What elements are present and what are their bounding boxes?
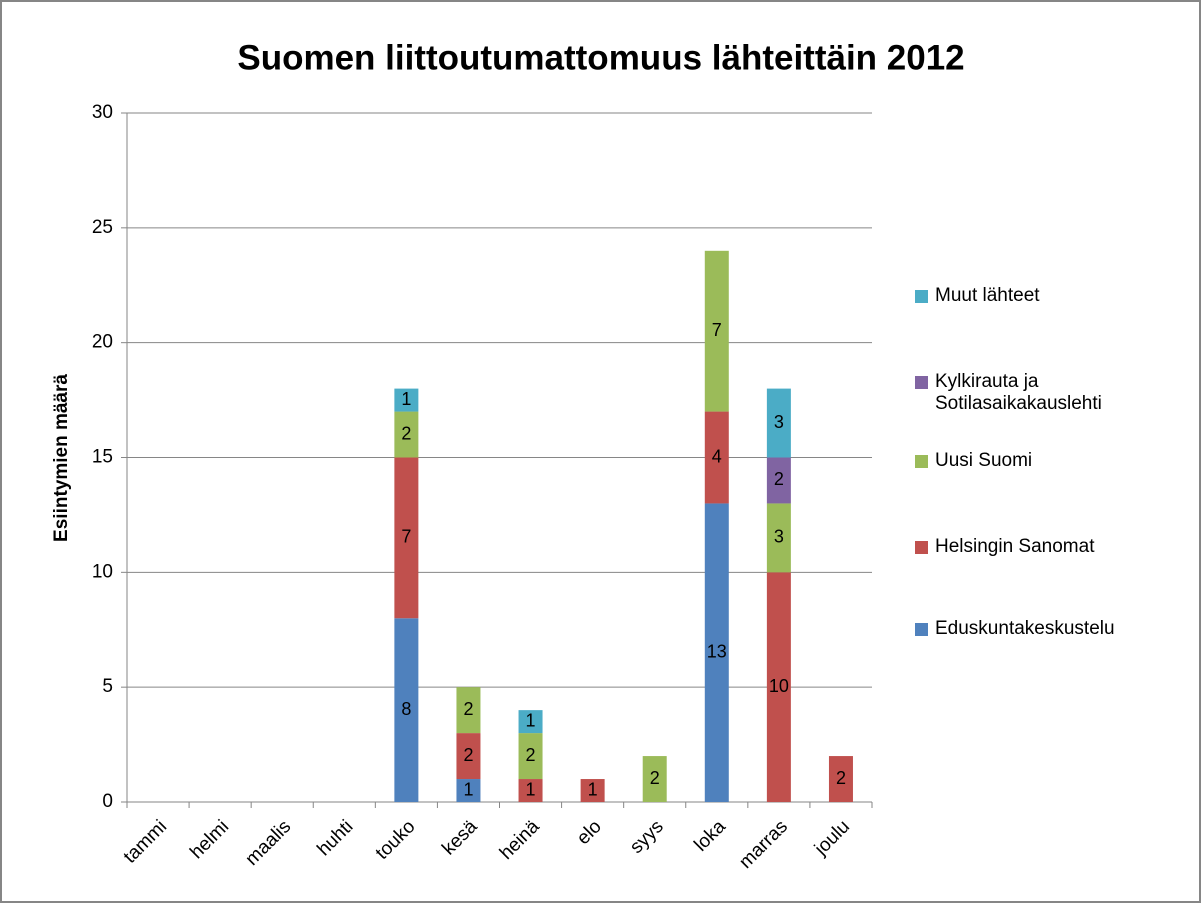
y-tick-label: 0 <box>102 791 113 812</box>
legend-item: Eduskuntakeskustelu <box>915 618 1155 640</box>
data-label: 13 <box>707 641 727 661</box>
bar-segment <box>704 411 729 504</box>
data-label: 2 <box>650 768 660 788</box>
bar-segment <box>580 779 605 802</box>
bar-segment <box>518 710 543 734</box>
bar-segment <box>456 687 481 734</box>
legend-label: Muut lähteet <box>935 285 1040 306</box>
bar-segment <box>394 618 419 802</box>
data-label: 7 <box>401 527 411 547</box>
bar-segment <box>456 779 481 802</box>
legend-item: Muut lähteet <box>915 285 1155 307</box>
data-label: 1 <box>526 710 536 730</box>
legend-label: Kylkirauta ja Sotilasaikakauslehti <box>935 371 1102 414</box>
bar-segment <box>518 779 543 802</box>
data-label: 2 <box>836 768 846 788</box>
data-label: 4 <box>712 446 722 466</box>
data-label: 2 <box>526 745 536 765</box>
legend-swatch <box>915 290 928 303</box>
y-tick-label: 10 <box>92 561 113 582</box>
data-label: 7 <box>712 320 722 340</box>
y-axis-label: Esiintymien määrä <box>51 374 72 542</box>
data-label: 1 <box>588 779 598 799</box>
data-label: 1 <box>526 779 536 799</box>
chart-title: Suomen liittoutumattomuus lähteittäin 20… <box>237 38 964 77</box>
legend-label: Eduskuntakeskustelu <box>935 618 1115 639</box>
y-tick-label: 25 <box>92 217 113 238</box>
y-tick-label: 20 <box>92 332 113 353</box>
legend-item: Uusi Suomi <box>915 450 1155 472</box>
legend-item: Kylkirauta ja Sotilasaikakauslehti <box>915 371 1155 415</box>
data-label: 1 <box>463 779 473 799</box>
legend-label: Helsingin Sanomat <box>935 536 1095 557</box>
bar-segment <box>828 756 853 802</box>
data-label: 10 <box>769 676 789 696</box>
data-label: 2 <box>463 745 473 765</box>
legend-label: Uusi Suomi <box>935 450 1033 471</box>
bar-segment <box>766 572 791 802</box>
bar-segment <box>518 733 543 780</box>
legend-swatch <box>915 541 928 554</box>
y-tick-label: 15 <box>92 447 113 468</box>
legend-swatch <box>915 376 928 389</box>
bar-segment <box>704 503 729 802</box>
data-label: 1 <box>401 389 411 409</box>
legend-item: Helsingin Sanomat <box>915 536 1155 558</box>
data-label: 2 <box>774 469 784 489</box>
bar-segment <box>766 388 791 458</box>
data-label: 2 <box>401 423 411 443</box>
data-label: 8 <box>401 699 411 719</box>
y-tick-label: 5 <box>102 676 113 697</box>
bar-segment <box>704 250 729 412</box>
data-label: 3 <box>774 412 784 432</box>
bar-segment <box>766 503 791 573</box>
bar-segment <box>766 457 791 504</box>
y-tick-label: 30 <box>92 102 113 123</box>
data-label: 3 <box>774 527 784 547</box>
bar-segment <box>394 457 419 619</box>
bar-segment <box>456 733 481 780</box>
legend-swatch <box>915 455 928 468</box>
bar-segment <box>394 388 419 412</box>
legend-swatch <box>915 623 928 636</box>
bar-segment <box>642 756 667 802</box>
data-label: 2 <box>463 699 473 719</box>
bar-segment <box>394 411 419 458</box>
